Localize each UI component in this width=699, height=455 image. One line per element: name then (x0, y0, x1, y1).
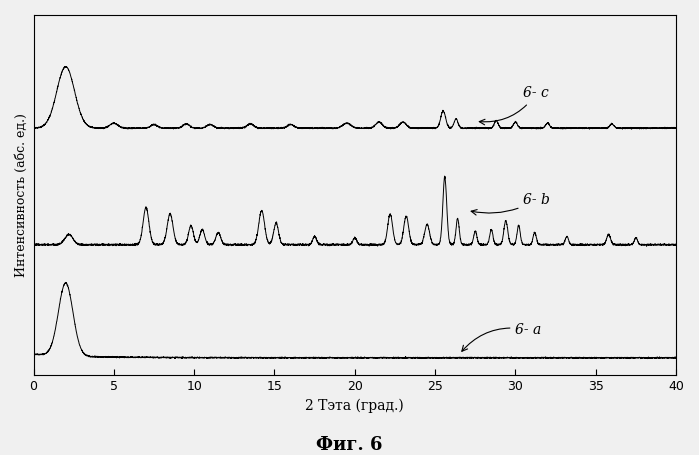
Text: 6- c: 6- c (480, 86, 549, 125)
Text: Фиг. 6: Фиг. 6 (316, 436, 383, 455)
Text: 6- a: 6- a (462, 323, 542, 351)
Text: 6- b: 6- b (471, 192, 550, 215)
Y-axis label: Интенсивность (абс. ед.): Интенсивность (абс. ед.) (15, 113, 28, 277)
X-axis label: 2 Тэта (град.): 2 Тэта (град.) (305, 398, 404, 413)
